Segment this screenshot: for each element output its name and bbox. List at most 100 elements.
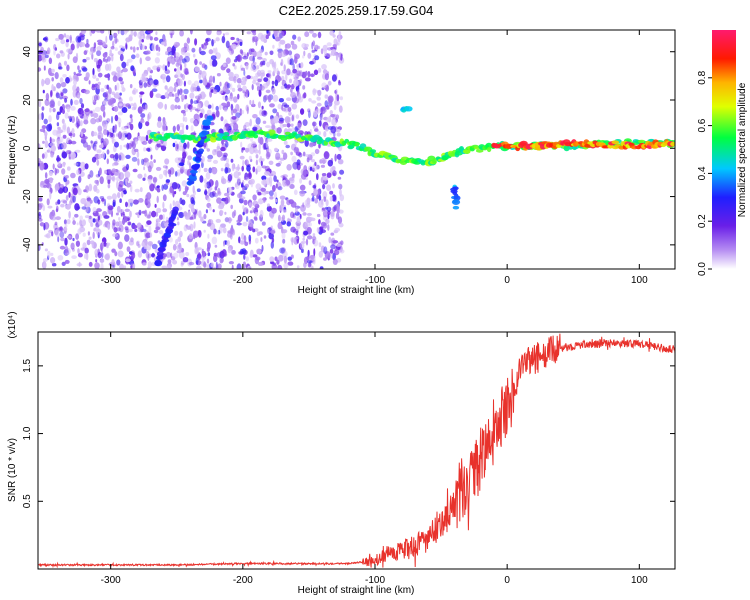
noise-speckle [124, 226, 129, 231]
noise-speckle [307, 108, 311, 113]
vertical-streak-cell [207, 115, 214, 120]
noise-speckle [85, 57, 90, 61]
noise-speckle [296, 238, 299, 244]
noise-speckle [335, 212, 340, 220]
y-tick-label: 0.5 [22, 494, 33, 508]
noise-speckle [115, 212, 119, 216]
noise-speckle [339, 169, 345, 175]
noise-speckle [304, 31, 310, 38]
noise-speckle [290, 151, 293, 156]
noise-speckle [147, 30, 154, 34]
noise-speckle [249, 118, 252, 127]
noise-speckle [118, 154, 122, 161]
noise-speckle [274, 79, 279, 87]
noise-speckle [114, 114, 119, 122]
noise-speckle [125, 163, 130, 171]
noise-speckle [197, 230, 202, 238]
noise-speckle [51, 84, 54, 92]
noise-speckle [161, 41, 165, 46]
noise-speckle [225, 95, 228, 102]
noise-speckle [313, 189, 318, 196]
noise-speckle [261, 105, 264, 110]
noise-speckle [128, 228, 133, 233]
noise-speckle [73, 162, 79, 166]
noise-speckle [326, 116, 329, 123]
bottom-x-axis-label: Height of straight line (km) [298, 585, 415, 596]
noise-speckle [287, 107, 292, 112]
noise-speckle [93, 58, 98, 63]
noise-speckle [207, 104, 212, 109]
noise-speckle [316, 227, 320, 233]
noise-speckle [241, 165, 244, 172]
noise-speckle [210, 262, 214, 268]
noise-speckle [123, 216, 128, 223]
noise-speckle [287, 128, 292, 132]
noise-speckle [45, 92, 50, 101]
noise-speckle [184, 185, 188, 193]
noise-speckle [320, 114, 323, 121]
noise-speckle [51, 77, 54, 82]
noise-speckle [258, 198, 264, 205]
noise-speckle [324, 100, 329, 108]
noise-speckle [172, 125, 176, 133]
noise-speckle [64, 259, 70, 264]
noise-speckle [66, 48, 72, 53]
noise-speckle [212, 75, 215, 84]
noise-speckle [52, 129, 58, 136]
noise-speckle [44, 131, 48, 137]
noise-speckle [290, 211, 295, 219]
lower-diagonal-cell [157, 247, 166, 252]
noise-speckle [87, 174, 91, 180]
noise-speckle [47, 47, 51, 55]
noise-speckle [169, 203, 172, 211]
noise-speckle [155, 220, 158, 228]
noise-speckle [266, 138, 273, 142]
noise-speckle [252, 114, 258, 119]
noise-speckle [287, 261, 294, 266]
noise-speckle [184, 95, 188, 100]
noise-speckle [202, 251, 206, 258]
noise-speckle [57, 254, 64, 261]
noise-speckle [292, 161, 299, 170]
noise-speckle [72, 89, 77, 98]
noise-speckle [79, 215, 83, 221]
noise-speckle [62, 88, 68, 94]
noise-speckle [100, 88, 105, 92]
noise-speckle [221, 35, 226, 44]
signal-track-cell [638, 139, 646, 144]
noise-speckle [256, 65, 260, 70]
signal-track-cell [462, 149, 471, 154]
noise-speckle [132, 87, 137, 95]
noise-speckle [245, 63, 249, 70]
noise-speckle [126, 58, 133, 63]
noise-speckle [213, 228, 217, 235]
noise-speckle [143, 147, 147, 152]
noise-speckle [64, 186, 67, 193]
noise-speckle [339, 96, 343, 101]
noise-speckle [283, 262, 289, 269]
noise-speckle [170, 104, 176, 111]
noise-speckle [138, 209, 142, 216]
noise-speckle [59, 226, 63, 231]
noise-speckle [60, 203, 65, 208]
noise-speckle [338, 222, 344, 228]
noise-speckle [111, 248, 116, 253]
noise-speckle [180, 73, 183, 78]
noise-speckle [338, 183, 343, 190]
noise-speckle [39, 162, 45, 171]
noise-speckle [187, 155, 193, 161]
noise-speckle [136, 241, 140, 247]
noise-speckle [138, 227, 144, 233]
noise-speckle [57, 136, 60, 142]
noise-speckle [148, 139, 152, 145]
noise-speckle [299, 79, 303, 84]
noise-speckle [325, 218, 330, 225]
noise-speckle [125, 258, 131, 263]
noise-speckle [143, 82, 148, 88]
noise-speckle [215, 218, 221, 223]
noise-speckle [111, 54, 114, 62]
noise-speckle [171, 182, 178, 190]
noise-speckle [112, 233, 118, 238]
noise-speckle [258, 149, 261, 155]
noise-speckle [50, 90, 53, 98]
